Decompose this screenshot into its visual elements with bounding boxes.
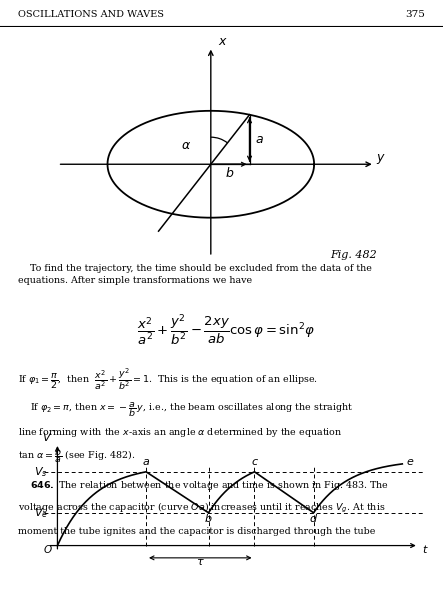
Text: 375: 375 <box>405 10 425 19</box>
Text: To find the trajectory, the time should be excluded from the data of the
equatio: To find the trajectory, the time should … <box>18 264 372 285</box>
Text: $V$: $V$ <box>43 431 53 443</box>
Text: $a$: $a$ <box>142 457 150 467</box>
Text: $e$: $e$ <box>406 457 414 467</box>
Text: If $\varphi_2=\pi$, then $x=-\dfrac{a}{b}\,y$, i.e., the beam oscillates along t: If $\varphi_2=\pi$, then $x=-\dfrac{a}{b… <box>18 400 353 419</box>
Text: $V_e$: $V_e$ <box>34 506 47 520</box>
Text: $O$: $O$ <box>43 542 52 554</box>
Text: line forming with the $x$-axis an angle $\alpha$ determined by the equation: line forming with the $x$-axis an angle … <box>18 426 342 439</box>
Text: OSCILLATIONS AND WAVES: OSCILLATIONS AND WAVES <box>18 10 164 19</box>
Text: $b$: $b$ <box>204 512 213 524</box>
Text: $a$: $a$ <box>255 133 264 146</box>
Text: $x$: $x$ <box>218 35 228 48</box>
Text: $d$: $d$ <box>309 512 318 524</box>
Text: If $\varphi_1=\dfrac{\pi}{2}$,  then  $\dfrac{x^2}{a^2}+\dfrac{y^2}{b^2}=1$.  Th: If $\varphi_1=\dfrac{\pi}{2}$, then $\df… <box>18 367 318 392</box>
Text: Fig. 482: Fig. 482 <box>330 250 377 260</box>
Text: $t$: $t$ <box>422 542 429 554</box>
Text: tan $\alpha=\dfrac{b}{a}$ (see Fig. 482).: tan $\alpha=\dfrac{b}{a}$ (see Fig. 482)… <box>18 446 135 465</box>
Text: $y$: $y$ <box>376 152 386 166</box>
Text: $\mathbf{646.}$ The relation between the voltage and time is shown in Fig. 483. : $\mathbf{646.}$ The relation between the… <box>18 479 389 491</box>
Text: $\alpha$: $\alpha$ <box>181 139 191 152</box>
Text: $\tau$: $\tau$ <box>196 557 205 567</box>
Text: $V_s$: $V_s$ <box>34 465 47 479</box>
Text: $b$: $b$ <box>225 166 235 180</box>
Text: $c$: $c$ <box>250 457 258 467</box>
Text: moment the tube ignites and the capacitor is discharged through the tube: moment the tube ignites and the capacito… <box>18 527 375 536</box>
Text: voltage across the capacitor (curve $Oa$) increases until it reaches $V_g$. At t: voltage across the capacitor (curve $Oa$… <box>18 501 385 515</box>
Text: $\dfrac{x^2}{a^2}+\dfrac{y^2}{b^2}-\dfrac{2xy}{ab}\cos\varphi=\sin^2\!\varphi$: $\dfrac{x^2}{a^2}+\dfrac{y^2}{b^2}-\dfra… <box>137 313 315 347</box>
